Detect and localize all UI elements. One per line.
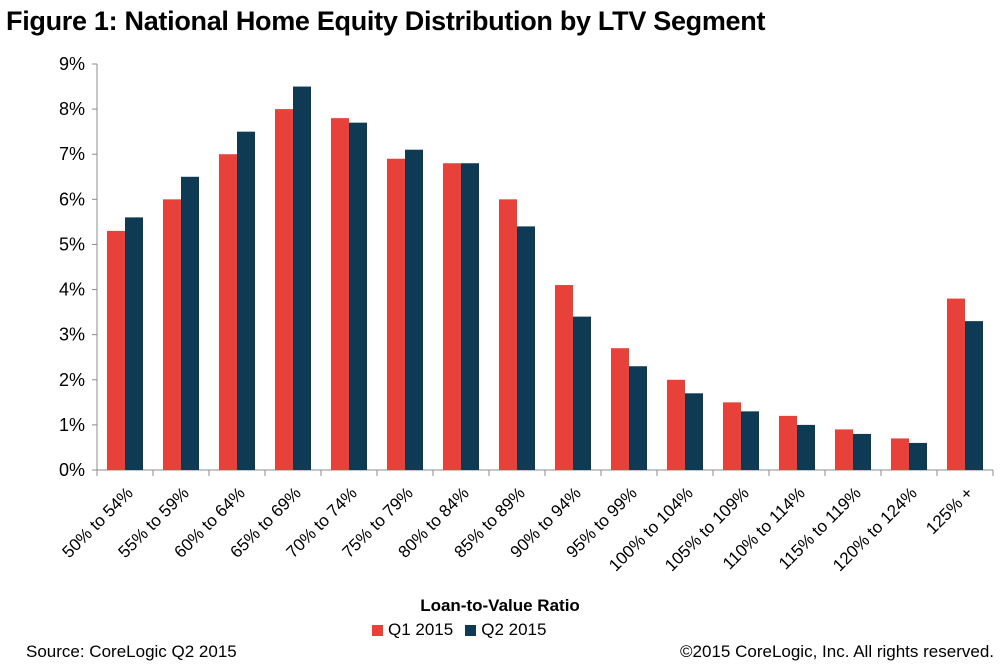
bar-q2 — [349, 122, 367, 471]
bar-q1 — [387, 158, 405, 470]
bar-q1 — [611, 348, 629, 470]
bar-q2 — [853, 433, 871, 470]
bar-q1 — [219, 154, 237, 470]
copyright-note: ©2015 CoreLogic, Inc. All rights reserve… — [680, 642, 994, 661]
bar-q2 — [237, 131, 255, 470]
y-tick-label: 7% — [59, 144, 85, 164]
bar-q1 — [275, 109, 293, 470]
bar-q2 — [181, 176, 199, 470]
bar-q2 — [797, 424, 815, 470]
x-tick-label: 125% + — [922, 483, 977, 538]
chart-title: Figure 1: National Home Equity Distribut… — [6, 6, 766, 36]
bar-q2 — [741, 411, 759, 470]
legend-item-q2: Q2 2015 — [465, 620, 546, 640]
bar-q1 — [163, 199, 181, 471]
bar-q1 — [107, 230, 125, 470]
y-tick-label: 5% — [59, 234, 85, 254]
bar-q2 — [965, 321, 983, 470]
legend-label-q2: Q2 2015 — [481, 620, 547, 639]
bar-q2 — [461, 163, 479, 470]
y-tick-label: 8% — [59, 99, 85, 119]
x-axis-label: Loan-to-Value Ratio — [420, 596, 580, 615]
bar-q1 — [947, 298, 965, 470]
bar-q1 — [723, 402, 741, 470]
bar-q2 — [293, 86, 311, 471]
bar-q1 — [443, 163, 461, 470]
y-tick-label: 1% — [59, 415, 85, 435]
bar-q1 — [835, 429, 853, 470]
y-tick-label: 6% — [59, 189, 85, 209]
bar-q2 — [517, 226, 535, 470]
legend-item-q1: Q1 2015 — [372, 620, 453, 640]
bar-q1 — [779, 415, 797, 470]
y-tick-label: 0% — [59, 460, 85, 480]
bar-q1 — [891, 438, 909, 470]
chart-legend: Q1 2015 Q2 2015 — [372, 620, 558, 640]
y-tick-label: 9% — [59, 54, 85, 74]
y-tick-label: 4% — [59, 280, 85, 300]
source-note: Source: CoreLogic Q2 2015 — [26, 642, 237, 661]
bar-q2 — [909, 442, 927, 470]
legend-label-q1: Q1 2015 — [388, 620, 454, 639]
legend-swatch-q1 — [372, 624, 383, 636]
legend-swatch-q2 — [465, 624, 477, 636]
bar-q1 — [555, 285, 573, 470]
bar-q1 — [667, 379, 685, 470]
bar-q2 — [685, 393, 703, 470]
bar-q1 — [499, 199, 517, 471]
bar-q2 — [125, 217, 143, 470]
bar-q2 — [573, 316, 591, 470]
y-tick-label: 2% — [59, 370, 85, 390]
chart-bars — [107, 86, 983, 471]
bar-q1 — [331, 118, 349, 470]
bar-q2 — [405, 149, 423, 470]
y-tick-label: 3% — [59, 325, 85, 345]
bar-q2 — [629, 366, 647, 470]
